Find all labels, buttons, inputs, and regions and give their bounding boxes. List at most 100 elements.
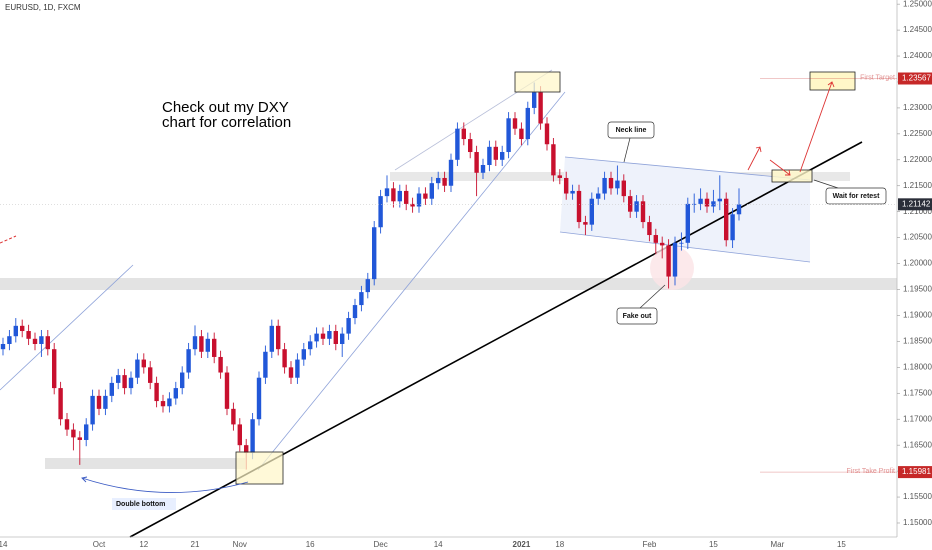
candle-body	[346, 318, 351, 334]
candle-body	[717, 198, 722, 202]
candle-body	[52, 349, 57, 389]
callout-text: Fake out	[623, 313, 652, 320]
candle-body	[128, 377, 134, 389]
candle-body	[500, 152, 505, 160]
price-tag	[898, 72, 932, 85]
price-tag-text: 1.21142	[902, 199, 931, 208]
curve-arrow	[81, 476, 249, 493]
candle-body	[352, 305, 358, 319]
candle-body	[308, 341, 313, 350]
top-box	[514, 71, 561, 93]
candle-body	[244, 445, 249, 453]
candle-body	[218, 356, 223, 373]
candle-body	[615, 180, 620, 189]
candle-body	[71, 429, 76, 438]
candle-body	[692, 203, 697, 205]
candle-body	[474, 152, 479, 173]
y-tick-label: 1.18000	[903, 362, 932, 371]
candle-body	[404, 190, 409, 204]
candle-body	[512, 118, 518, 129]
candle-body	[551, 144, 556, 176]
y-tick-label: 1.21500	[903, 181, 932, 190]
x-tick-label: Oct	[93, 540, 106, 549]
price-tag-text: 1.15981	[902, 467, 931, 476]
arrow	[747, 146, 762, 171]
candle-body	[186, 349, 191, 373]
candle-body	[397, 190, 402, 202]
candle-body	[263, 351, 268, 378]
candle-body	[564, 177, 569, 194]
candle-body	[333, 331, 338, 344]
candle-body	[506, 118, 511, 153]
candle-body	[461, 128, 466, 140]
x-tick-label: Nov	[233, 540, 247, 549]
target-box	[809, 71, 856, 91]
candle-body	[109, 382, 114, 396]
candle-body	[141, 359, 146, 368]
y-tick-label: 1.22500	[903, 129, 932, 138]
red-dash	[0, 235, 17, 244]
x-tick-label: Mar	[771, 540, 785, 549]
x-tick-label: Dec	[373, 540, 387, 549]
candle-body	[327, 331, 332, 339]
candle-body	[391, 188, 396, 202]
candle-body	[532, 92, 537, 108]
candle-body	[90, 395, 95, 425]
candle-body	[13, 325, 18, 337]
candle-body	[372, 227, 377, 280]
y-tick-label: 1.20500	[903, 233, 932, 242]
callout	[607, 121, 655, 139]
level-name: First Take Profit	[847, 468, 896, 475]
arrow	[799, 81, 835, 173]
candle-body	[525, 107, 530, 140]
candle-body	[148, 367, 153, 383]
candle-body	[493, 146, 498, 160]
candle-body	[570, 190, 575, 194]
y-tick-label: 1.18500	[903, 337, 932, 346]
candle-body	[160, 401, 166, 407]
candle-body	[410, 203, 415, 207]
x-tick-label: 12	[139, 540, 148, 549]
x-tick-label: 14	[434, 540, 443, 549]
candle-body	[602, 177, 607, 194]
bottom-zone	[45, 458, 245, 469]
candle-body	[666, 245, 671, 277]
label-bg	[112, 498, 176, 510]
candle-body	[455, 128, 460, 160]
candle-body	[672, 242, 678, 277]
candle-body	[167, 398, 172, 407]
candles	[0, 82, 742, 470]
candle-body	[96, 395, 102, 409]
candle-body	[340, 333, 345, 344]
candle-body	[231, 408, 236, 425]
y-tick-label: 1.25000	[903, 0, 932, 8]
candle-body	[378, 196, 383, 228]
candle-body	[423, 193, 428, 199]
channel-bottom	[559, 231, 811, 263]
candle-body	[583, 222, 588, 225]
candle-body	[276, 325, 281, 350]
candle-body	[365, 279, 370, 293]
callout	[825, 187, 887, 205]
candle-body	[685, 203, 690, 243]
candle-body	[660, 242, 665, 246]
y-tick-label: 1.24000	[903, 51, 932, 60]
candle-body	[608, 177, 614, 189]
candle-body	[679, 242, 684, 244]
candle-body	[26, 331, 31, 339]
callout	[616, 307, 658, 325]
candle-body	[20, 325, 25, 332]
y-tick-label: 1.21000	[903, 207, 932, 216]
candle-body	[39, 336, 44, 344]
candle-body	[429, 183, 434, 199]
candle-body	[237, 424, 242, 446]
x-tick-label: 18	[555, 540, 564, 549]
x-tick-label: Feb	[643, 540, 657, 549]
candle-body	[730, 214, 735, 241]
candle-body	[135, 359, 140, 378]
y-tick-label: 1.17500	[903, 388, 932, 397]
candle-body	[314, 333, 319, 342]
y-tick-label: 1.24500	[903, 25, 932, 34]
retest-box	[771, 169, 813, 183]
price-tag	[898, 198, 932, 211]
